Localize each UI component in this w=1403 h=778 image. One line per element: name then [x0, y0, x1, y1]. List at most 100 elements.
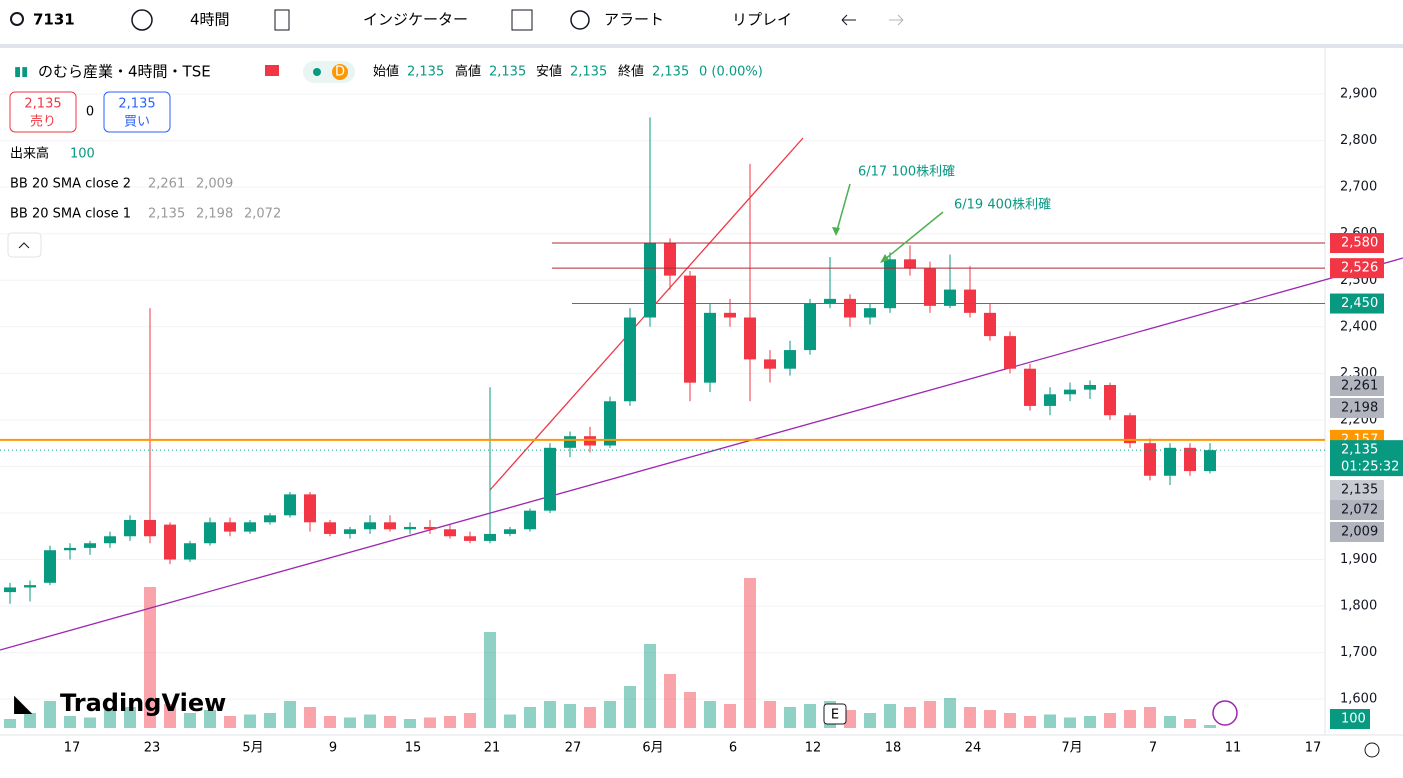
y-tick-label: 2,900 [1340, 87, 1377, 102]
interval[interactable]: 4時間 [190, 11, 230, 29]
volume-bar [664, 674, 676, 728]
lightning[interactable] [1212, 700, 1238, 726]
candle-body [304, 494, 316, 523]
event-label[interactable]: E [831, 708, 839, 723]
x-tick-label: 18 [885, 741, 902, 756]
x-tick-label: 17 [1305, 741, 1322, 756]
candle-body [1204, 450, 1216, 472]
buy-button[interactable] [103, 91, 171, 133]
ohlc-label: 始値 [373, 64, 399, 80]
ohlc-value: 2,135 [570, 65, 607, 80]
x-tick-label: 27 [565, 741, 582, 756]
ohlc-value: 2,135 [407, 65, 444, 80]
ohlc-label: 高値 [455, 64, 481, 80]
band-box [1330, 376, 1384, 396]
candle-icon[interactable] [274, 9, 290, 31]
buy-price[interactable]: 2,135 [118, 97, 155, 112]
volume-bar [784, 707, 796, 728]
x-tick-label: 6 [729, 741, 737, 756]
candle-body [104, 536, 116, 544]
candle-body [844, 298, 856, 318]
volume-bar [204, 710, 216, 728]
volume-bar [164, 704, 176, 728]
ohlc-label: 終値 [618, 64, 644, 80]
volume-bar [244, 714, 256, 728]
candle-body [124, 519, 136, 537]
indicator-value: 100 [70, 147, 95, 162]
annotation: 6/19 400株利確 [954, 197, 1051, 213]
x-tick-label: 17 [64, 741, 81, 756]
candle-body [444, 529, 456, 537]
volume-bar [484, 632, 496, 728]
arrowhead [832, 227, 840, 236]
sell-label[interactable]: 売り [30, 114, 56, 130]
candle-body [224, 522, 236, 532]
candle-body [724, 312, 736, 318]
candle-body [1064, 389, 1076, 395]
level-label: 2,526 [1341, 261, 1378, 276]
candle-body [484, 533, 496, 541]
candle-body [464, 536, 476, 541]
candle-body [424, 526, 436, 530]
candle-body [1144, 443, 1156, 476]
candle-body [384, 522, 396, 530]
replay[interactable]: リプレイ [732, 11, 792, 29]
candle-body [624, 317, 636, 402]
candle-body [504, 529, 516, 534]
arrow [835, 183, 851, 235]
indicators[interactable]: インジケーター [363, 11, 468, 29]
candle-body [864, 308, 876, 318]
spread: 0 [86, 105, 94, 120]
x-tick-label: 23 [144, 741, 161, 756]
candle-body [964, 289, 976, 313]
flag[interactable] [265, 65, 279, 76]
volume-bar [964, 707, 976, 728]
x-tick-label: 6月 [642, 741, 663, 756]
sell-price[interactable]: 2,135 [24, 97, 61, 112]
redo[interactable] [889, 14, 904, 26]
volume-bar [284, 701, 296, 728]
y-tick-label: 2,400 [1340, 319, 1377, 334]
volume-bar [344, 717, 356, 728]
volume-bar [724, 704, 736, 728]
candle-body [84, 543, 96, 548]
layout-icon[interactable] [511, 9, 533, 31]
ohlc-change: 0 (0.00%) [699, 65, 763, 80]
volume-bar [1104, 713, 1116, 728]
indicator-value: 2,261 [148, 177, 185, 192]
volume-bar [1164, 716, 1176, 728]
candle-body [1004, 336, 1016, 369]
event-marker[interactable] [823, 703, 847, 725]
candle-body [264, 515, 276, 523]
candle-body [1104, 384, 1116, 416]
candle-body [784, 350, 796, 369]
candle-body [44, 550, 56, 583]
volume-bar [584, 707, 596, 728]
candle-body [604, 401, 616, 446]
undo[interactable] [841, 14, 856, 26]
sell-button[interactable] [9, 91, 77, 133]
add-icon[interactable] [131, 9, 153, 31]
candle-body [184, 543, 196, 560]
volume-bar [24, 713, 36, 728]
volume-bar [644, 644, 656, 728]
volume-bar [864, 713, 876, 728]
y-tick-label: 1,900 [1340, 552, 1377, 567]
volume-bar [1204, 725, 1216, 728]
volume-bar [324, 716, 336, 728]
volume-bar [984, 710, 996, 728]
settings[interactable] [1364, 742, 1380, 758]
buy-label[interactable]: 買い [124, 115, 150, 130]
x-tick-label: 15 [405, 741, 422, 756]
candle-body [284, 494, 296, 516]
volume-bar [84, 717, 96, 728]
alert-icon[interactable] [570, 10, 590, 30]
search-icon[interactable] [10, 12, 24, 26]
alert[interactable]: アラート [604, 11, 664, 29]
volume-bar [904, 707, 916, 728]
candle-body [684, 275, 696, 383]
collapse-button[interactable] [7, 232, 42, 258]
volume-bar [304, 707, 316, 728]
symbol[interactable]: 7131 [33, 11, 75, 29]
